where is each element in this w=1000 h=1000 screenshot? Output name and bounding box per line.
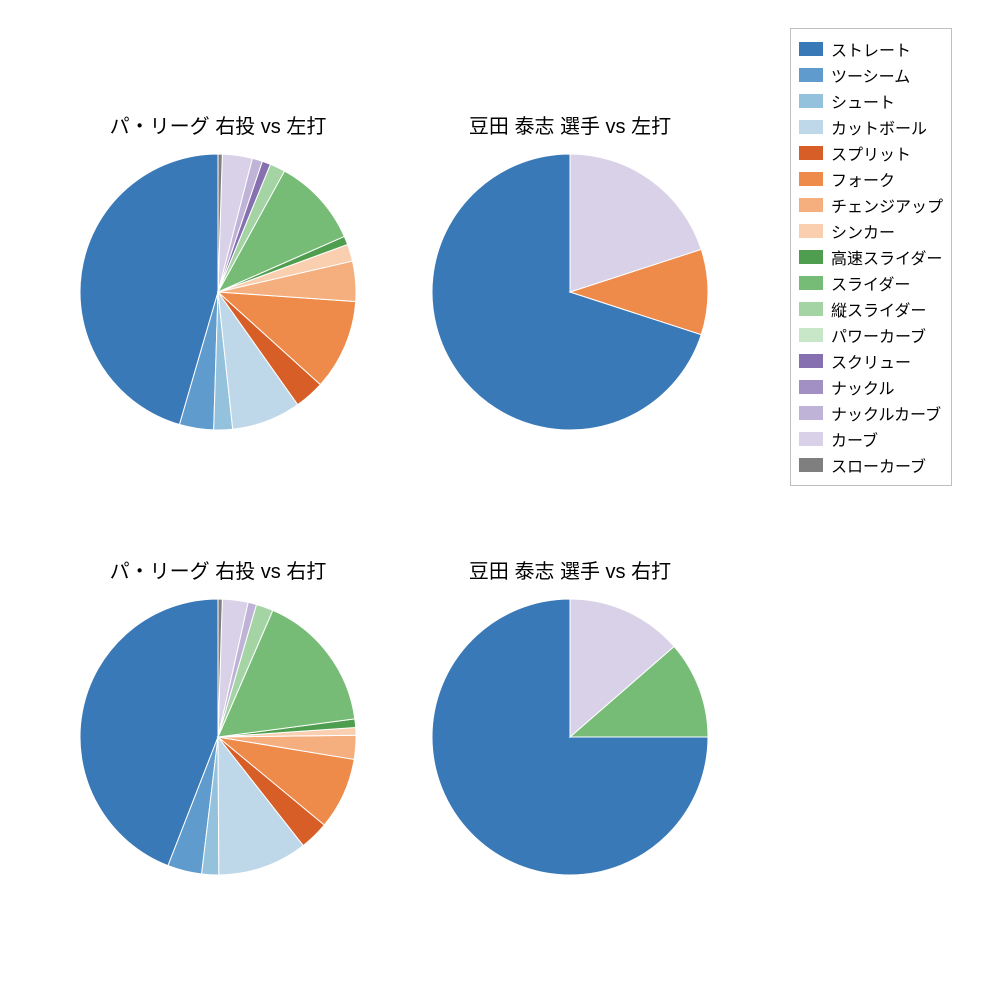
legend-swatch [799, 432, 823, 446]
legend-item: スクリュー [799, 349, 943, 373]
legend-label: フォーク [831, 167, 895, 191]
pie-chart [428, 595, 712, 879]
legend-swatch [799, 172, 823, 186]
legend-swatch [799, 328, 823, 342]
legend-label: スプリット [831, 141, 911, 165]
legend-label: ストレート [831, 37, 911, 61]
legend-item: シュート [799, 89, 943, 113]
legend-item: チェンジアップ [799, 193, 943, 217]
legend-label: シュート [831, 89, 895, 113]
legend-label: スライダー [831, 271, 910, 295]
legend-swatch [799, 354, 823, 368]
legend-swatch [799, 146, 823, 160]
pie-chart [76, 150, 360, 434]
legend-item: スプリット [799, 141, 943, 165]
legend-swatch [799, 458, 823, 472]
chart-title: パ・リーグ 右投 vs 左打 [110, 110, 327, 139]
legend-label: 縦スライダー [831, 297, 926, 321]
legend-item: カットボール [799, 115, 943, 139]
legend-swatch [799, 250, 823, 264]
legend-swatch [799, 68, 823, 82]
legend-label: カットボール [831, 115, 927, 139]
legend-label: ナックル [831, 375, 895, 399]
legend-item: パワーカーブ [799, 323, 943, 347]
legend-label: パワーカーブ [831, 323, 926, 347]
figure: ストレートツーシームシュートカットボールスプリットフォークチェンジアップシンカー… [0, 0, 1000, 1000]
chart-title: パ・リーグ 右投 vs 右打 [110, 555, 327, 584]
legend-label: ツーシーム [831, 63, 910, 87]
legend-swatch [799, 94, 823, 108]
chart-title: 豆田 泰志 選手 vs 右打 [469, 555, 671, 584]
legend-item: スライダー [799, 271, 943, 295]
legend-swatch [799, 406, 823, 420]
legend-swatch [799, 120, 823, 134]
legend-label: チェンジアップ [831, 193, 943, 217]
legend-label: シンカー [831, 219, 895, 243]
legend-item: ナックルカーブ [799, 401, 943, 425]
legend-swatch [799, 224, 823, 238]
chart-title: 豆田 泰志 選手 vs 左打 [469, 110, 671, 139]
legend-item: 高速スライダー [799, 245, 943, 269]
legend-label: スローカーブ [831, 453, 926, 477]
legend-label: ナックルカーブ [831, 401, 941, 425]
legend-swatch [799, 302, 823, 316]
legend-label: 高速スライダー [831, 245, 942, 269]
legend-item: ツーシーム [799, 63, 943, 87]
legend-swatch [799, 42, 823, 56]
legend-item: フォーク [799, 167, 943, 191]
pie-chart [428, 150, 712, 434]
legend-label: スクリュー [831, 349, 911, 373]
legend-item: シンカー [799, 219, 943, 243]
legend-swatch [799, 276, 823, 290]
legend-item: スローカーブ [799, 453, 943, 477]
legend-label: カーブ [831, 427, 878, 451]
legend-swatch [799, 198, 823, 212]
legend-item: カーブ [799, 427, 943, 451]
legend-item: ストレート [799, 37, 943, 61]
legend-swatch [799, 380, 823, 394]
legend-item: ナックル [799, 375, 943, 399]
legend: ストレートツーシームシュートカットボールスプリットフォークチェンジアップシンカー… [790, 28, 952, 486]
legend-item: 縦スライダー [799, 297, 943, 321]
pie-chart [76, 595, 360, 879]
